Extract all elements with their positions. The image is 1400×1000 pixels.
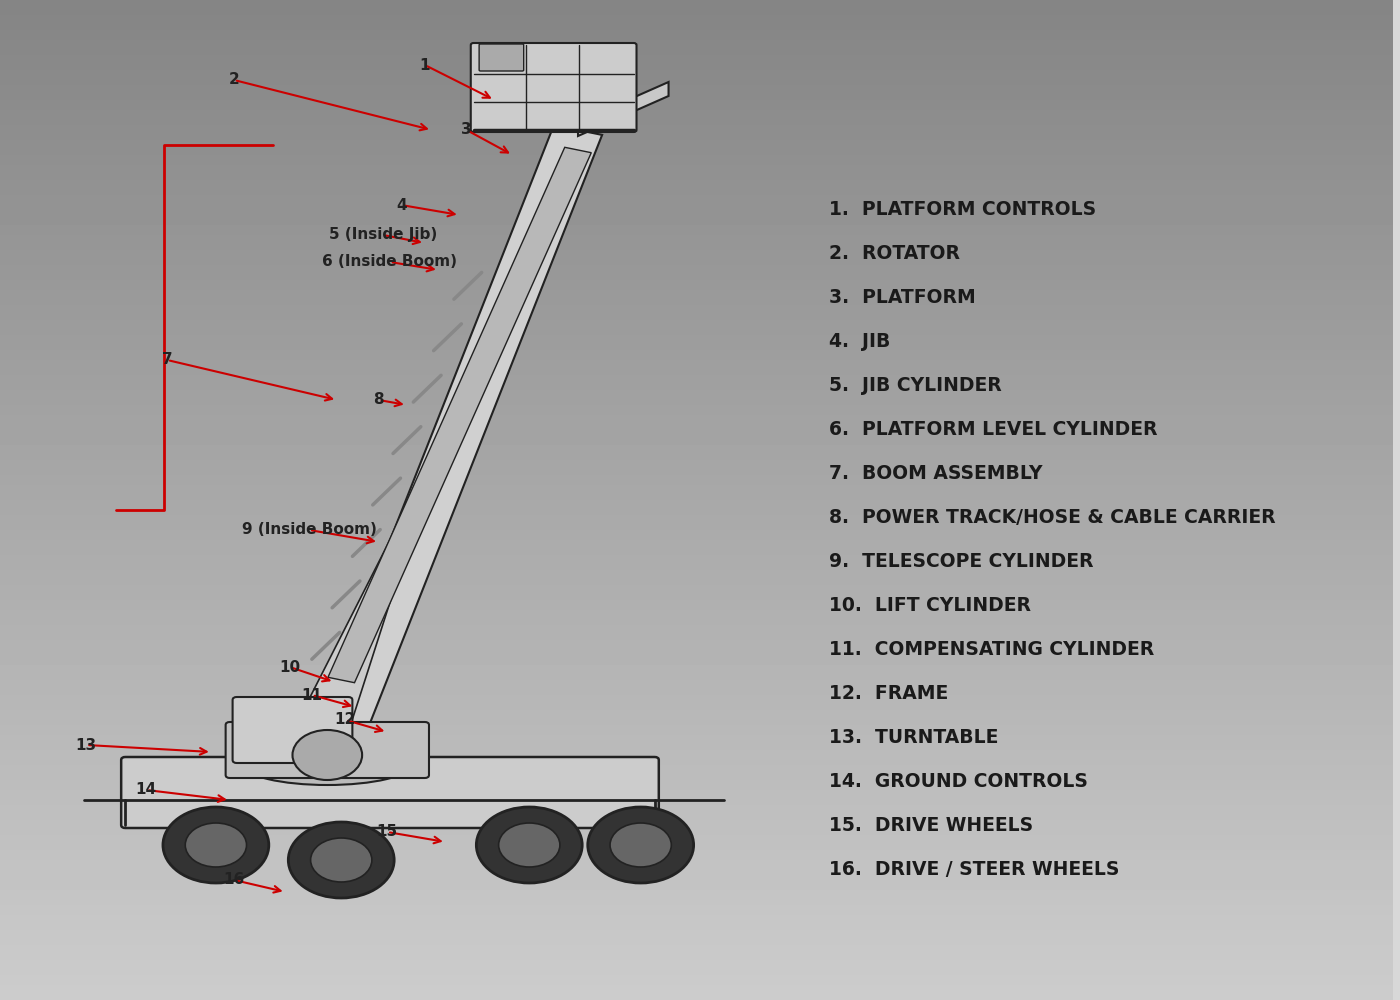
Polygon shape [578, 82, 669, 136]
FancyBboxPatch shape [232, 697, 353, 763]
Text: 14: 14 [136, 782, 157, 798]
Text: 4: 4 [396, 198, 406, 213]
Polygon shape [318, 125, 602, 735]
Text: 15: 15 [377, 824, 398, 840]
Text: 3: 3 [461, 122, 472, 137]
Text: 16.  DRIVE / STEER WHEELS: 16. DRIVE / STEER WHEELS [829, 860, 1119, 879]
Text: 6 (Inside Boom): 6 (Inside Boom) [322, 254, 458, 269]
Text: 9 (Inside Boom): 9 (Inside Boom) [242, 522, 377, 538]
Polygon shape [328, 147, 591, 683]
Text: 1.  PLATFORM CONTROLS: 1. PLATFORM CONTROLS [829, 200, 1096, 219]
Text: 10.  LIFT CYLINDER: 10. LIFT CYLINDER [829, 596, 1030, 615]
Polygon shape [298, 516, 417, 731]
FancyBboxPatch shape [479, 44, 524, 71]
Text: 3.  PLATFORM: 3. PLATFORM [829, 288, 976, 307]
Text: 12.  FRAME: 12. FRAME [829, 684, 948, 703]
Circle shape [588, 807, 693, 883]
Circle shape [162, 807, 269, 883]
Text: 4.  JIB: 4. JIB [829, 332, 890, 351]
Circle shape [498, 823, 560, 867]
Text: 10: 10 [279, 660, 300, 674]
Text: 9.  TELESCOPE CYLINDER: 9. TELESCOPE CYLINDER [829, 552, 1093, 571]
Text: 5.  JIB CYLINDER: 5. JIB CYLINDER [829, 376, 1001, 395]
Text: 2.  ROTATOR: 2. ROTATOR [829, 244, 960, 263]
Circle shape [610, 823, 672, 867]
Text: 2: 2 [228, 73, 239, 88]
Text: 11.  COMPENSATING CYLINDER: 11. COMPENSATING CYLINDER [829, 640, 1154, 659]
Text: 14.  GROUND CONTROLS: 14. GROUND CONTROLS [829, 772, 1088, 791]
Text: 6.  PLATFORM LEVEL CYLINDER: 6. PLATFORM LEVEL CYLINDER [829, 420, 1158, 439]
Text: 13: 13 [76, 738, 97, 752]
Text: 11: 11 [301, 688, 322, 702]
FancyBboxPatch shape [470, 43, 637, 132]
Circle shape [476, 807, 582, 883]
Text: 8: 8 [374, 392, 384, 408]
Text: 13.  TURNTABLE: 13. TURNTABLE [829, 728, 998, 747]
Text: 8.  POWER TRACK/HOSE & CABLE CARRIER: 8. POWER TRACK/HOSE & CABLE CARRIER [829, 508, 1275, 527]
Circle shape [185, 823, 246, 867]
FancyBboxPatch shape [225, 722, 428, 778]
Text: 16: 16 [224, 872, 245, 888]
Text: 15.  DRIVE WHEELS: 15. DRIVE WHEELS [829, 816, 1033, 835]
Text: 5 (Inside Jib): 5 (Inside Jib) [329, 228, 437, 242]
Circle shape [311, 838, 372, 882]
Circle shape [288, 822, 395, 898]
Circle shape [293, 730, 363, 780]
Ellipse shape [244, 745, 410, 785]
Text: 7: 7 [162, 353, 172, 367]
Text: 12: 12 [335, 712, 356, 728]
FancyBboxPatch shape [122, 757, 659, 828]
Text: 1: 1 [420, 57, 430, 73]
Text: 7.  BOOM ASSEMBLY: 7. BOOM ASSEMBLY [829, 464, 1042, 483]
